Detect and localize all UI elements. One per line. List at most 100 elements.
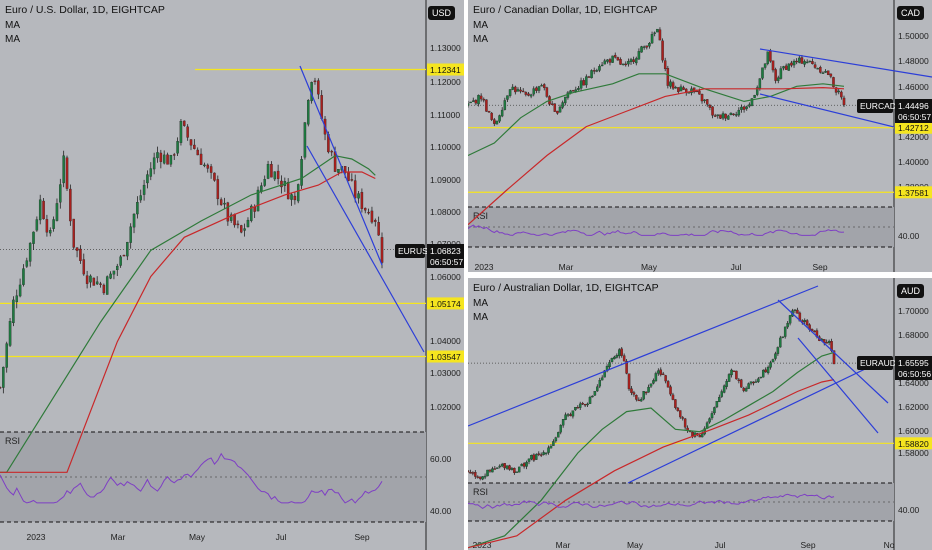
eurusd-ma-label-2[interactable]: MA — [5, 34, 20, 45]
last-price: 1.06823 — [430, 246, 461, 256]
candle-body — [474, 472, 477, 477]
candle-body — [805, 320, 809, 326]
candle-body — [788, 315, 792, 324]
candle-body — [300, 159, 303, 186]
candle-body — [18, 284, 22, 297]
candle-body — [564, 414, 567, 420]
candle-body — [521, 90, 525, 93]
candle-body — [136, 202, 139, 215]
candle-body — [621, 63, 625, 66]
candle-body — [700, 433, 704, 438]
trend-line — [627, 357, 889, 484]
trend-line — [797, 337, 879, 434]
candle-body — [625, 360, 628, 374]
candle-body — [280, 180, 283, 188]
symbol-tag: EURCAD — [860, 101, 896, 111]
last-price: 1.65595 — [898, 358, 929, 368]
y-tick-label: 1.04000 — [430, 336, 461, 346]
candle-body — [613, 356, 616, 360]
eurusd-chart-svg[interactable]: RSI 40.00 60.00 1.13000 1.12000 1.11000 1.1000… — [0, 0, 464, 550]
candle-body — [598, 380, 602, 387]
candle-body — [159, 152, 163, 162]
x-tick-label: Mar — [556, 540, 571, 550]
candle-body — [273, 171, 277, 180]
candle-body — [748, 104, 751, 107]
y-tick-label: 1.13000 — [430, 43, 461, 53]
eurusd-chart-panel[interactable]: RSI 40.00 60.00 1.13000 1.12000 1.11000 1.1000… — [0, 0, 464, 550]
candle-body — [711, 106, 714, 116]
candle-body — [708, 418, 711, 423]
candle-body — [637, 51, 641, 60]
candle-body — [669, 81, 672, 87]
candle-body — [750, 98, 754, 106]
candle-body — [535, 454, 538, 460]
euraud-ma-label-1[interactable]: MA — [473, 298, 488, 309]
ma-line-green — [468, 73, 845, 157]
candle-body — [574, 407, 577, 411]
candle-body — [595, 70, 599, 72]
candle-body — [608, 362, 611, 368]
candle-body — [380, 237, 384, 263]
rsi-tick-40: 40.00 — [898, 231, 920, 241]
candle-body — [749, 381, 753, 384]
candle-body — [724, 113, 727, 119]
eurusd-ma-label-1[interactable]: MA — [5, 20, 20, 31]
candle-body — [537, 86, 541, 91]
eurusd-currency-badge[interactable]: USD — [428, 6, 456, 20]
candle-body — [581, 403, 584, 405]
candle-body — [666, 68, 670, 86]
candle-body — [146, 174, 149, 184]
candles — [468, 27, 846, 127]
candle-body — [487, 110, 491, 113]
eurcad-ma-label-2[interactable]: MA — [473, 34, 488, 45]
eurcad-chart-panel[interactable]: RSI 40.00 1.50000 1.48000 1.46000 1.42000 1.40… — [468, 0, 932, 272]
candle-body — [286, 182, 290, 200]
eurcad-ma-label-1[interactable]: MA — [473, 20, 488, 31]
candle-body — [45, 219, 49, 233]
euraud-ma-label-2[interactable]: MA — [473, 312, 488, 323]
level-value: 1.12341 — [430, 65, 461, 75]
y-tick-label: 1.06000 — [430, 272, 461, 282]
candle-body — [556, 110, 559, 114]
candle-body — [15, 295, 19, 303]
candle-body — [664, 375, 667, 382]
candle-body — [42, 200, 45, 220]
euraud-chart-panel[interactable]: RSI40.001.700001.680001.660001.640001.62… — [468, 278, 932, 550]
candle-body — [657, 370, 660, 374]
euraud-chart-svg[interactable]: RSI40.001.700001.680001.660001.640001.62… — [468, 278, 932, 550]
candle-body — [500, 463, 504, 467]
candle-body — [761, 67, 764, 79]
candle-body — [652, 380, 655, 384]
trend-line — [306, 145, 425, 353]
candle-body — [296, 184, 300, 202]
x-tick-label: 2023 — [475, 262, 494, 272]
candle-body — [112, 270, 116, 275]
candle-body — [642, 46, 646, 48]
candle-body — [485, 99, 488, 112]
candle-body — [591, 395, 594, 398]
last-price-badge — [895, 99, 932, 123]
candle-body — [792, 60, 796, 66]
eurcad-chart-svg[interactable]: RSI 40.00 1.50000 1.48000 1.46000 1.42000 1.40… — [468, 0, 932, 272]
candle-body — [122, 254, 126, 257]
euraud-currency-badge[interactable]: AUD — [897, 284, 925, 298]
candle-body — [547, 447, 550, 453]
rsi-pane — [0, 432, 426, 522]
candle-body — [213, 172, 216, 181]
candle-body — [337, 169, 340, 173]
candle-body — [608, 59, 612, 63]
rsi-tick-40: 40.00 — [898, 505, 920, 515]
candle-body — [22, 268, 25, 285]
candle-body — [508, 89, 512, 96]
candle-body — [357, 193, 360, 199]
candle-body — [530, 455, 533, 460]
candle-body — [676, 407, 680, 411]
candle-body — [243, 228, 246, 231]
eurcad-currency-badge[interactable]: CAD — [897, 6, 925, 20]
candle-body — [79, 248, 82, 261]
candle-body — [544, 452, 548, 455]
candle-body — [783, 326, 787, 337]
candle-body — [483, 475, 487, 478]
candle-body — [540, 85, 543, 87]
candle-body — [561, 419, 565, 426]
